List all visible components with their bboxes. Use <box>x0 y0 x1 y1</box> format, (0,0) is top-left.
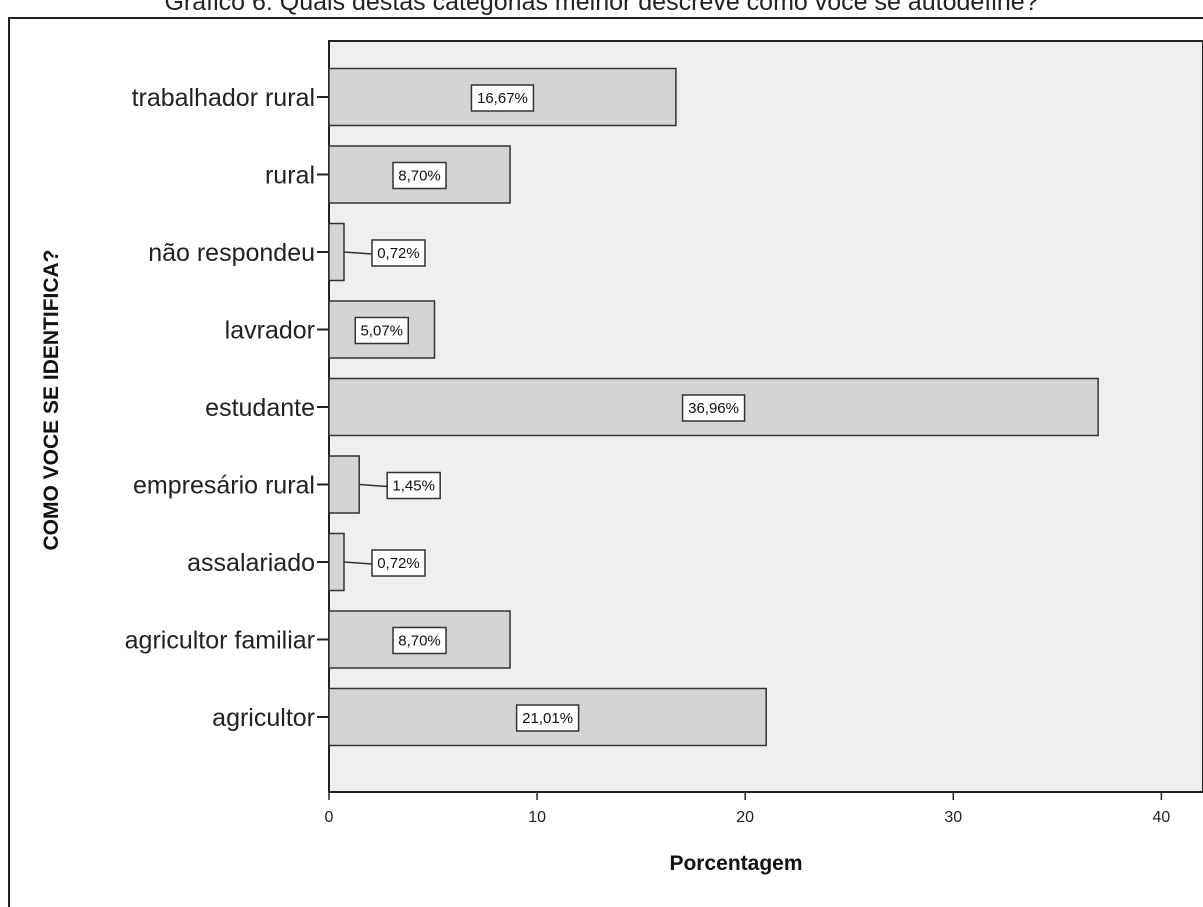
data-label: 16,67% <box>477 90 528 107</box>
bar <box>328 300 436 359</box>
data-label-box <box>515 704 580 732</box>
category-label: empresário rural <box>133 472 315 500</box>
x-tick-label: 10 <box>528 809 546 826</box>
data-label: 8,70% <box>398 633 441 650</box>
data-label-leader <box>359 483 388 488</box>
category-label: assalariado <box>187 549 315 577</box>
data-label-leader <box>343 561 373 565</box>
category-label: trabalhador rural <box>132 84 315 112</box>
bar <box>328 455 360 514</box>
data-label: 5,07% <box>360 323 403 340</box>
category-label: agricultor familiar <box>125 627 315 655</box>
category-label: lavrador <box>225 317 315 345</box>
data-label-box <box>354 316 410 345</box>
bar <box>328 532 345 592</box>
y-axis: trabalhador rural rural não respondeu lavra… <box>125 84 329 732</box>
data-label-box <box>371 549 426 577</box>
x-tick-label: 40 <box>1152 809 1170 826</box>
y-axis-title: COMO VOCE SE IDENTIFICA? <box>40 249 63 550</box>
category-label: rural <box>265 162 315 190</box>
x-tick-label: 30 <box>944 809 962 826</box>
data-label-box <box>392 161 447 190</box>
data-label-box <box>386 471 441 500</box>
data-label: 0,72% <box>377 555 420 572</box>
data-label: 8,70% <box>398 168 441 185</box>
data-label-leader <box>343 251 373 255</box>
bar <box>328 222 345 282</box>
bars-layer: 16,67% 8,70% 0,72% 5,07% 36,96% 1,45% 0,72% 8,7… <box>328 67 1099 747</box>
x-tick-label: 0 <box>325 809 334 826</box>
data-label: 21,01% <box>522 710 573 727</box>
x-axis-title: Porcentagem <box>669 852 802 875</box>
data-label: 0,72% <box>377 245 420 262</box>
data-label-box <box>371 239 426 267</box>
data-label-box <box>681 394 746 422</box>
data-label-box <box>392 626 447 655</box>
x-tick-label: 20 <box>736 809 754 826</box>
data-label-box <box>470 84 535 112</box>
data-label: 36,96% <box>688 400 739 417</box>
x-axis: 0 10 20 30 40 <box>325 792 1170 826</box>
chart-frame <box>8 17 1203 907</box>
category-label: estudante <box>205 394 315 422</box>
data-label: 1,45% <box>392 478 435 495</box>
category-label: não respondeu <box>148 239 315 267</box>
category-label: agricultor <box>212 704 315 732</box>
chart-title: Gráfico 6: Quais destas categorias melho… <box>164 0 1039 16</box>
